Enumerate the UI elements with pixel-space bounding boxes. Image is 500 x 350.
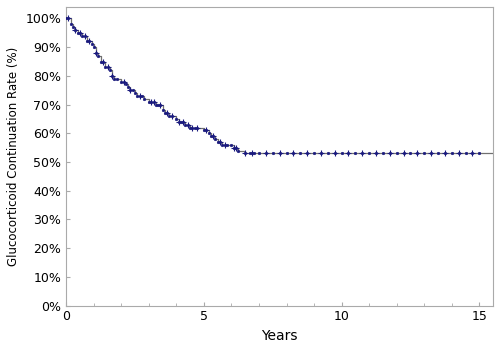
X-axis label: Years: Years xyxy=(262,329,298,343)
Y-axis label: Glucocorticoid Continuation Rate (%): Glucocorticoid Continuation Rate (%) xyxy=(7,47,20,266)
